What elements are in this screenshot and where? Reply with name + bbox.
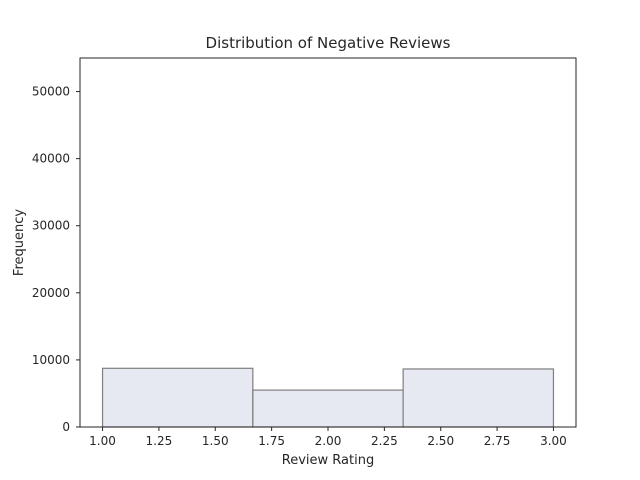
histogram-bar-2 [252,389,404,428]
x-tick-label: 2.00 [315,434,342,448]
y-tick-label: 20000 [32,286,70,300]
y-tick-label: 40000 [32,152,70,166]
x-tick-label: 1.00 [89,434,116,448]
x-tick-label: 2.75 [484,434,511,448]
y-ticks-layer: 0 10000 20000 30000 40000 50000 [32,85,80,434]
histogram-bar-3 [402,368,555,428]
x-tick-label: 1.50 [202,434,229,448]
x-tick-label: 3.00 [540,434,567,448]
y-axis-label: Frequency [12,209,27,276]
chart-title: Distribution of Negative Reviews [206,34,451,52]
x-tick-label: 1.25 [146,434,173,448]
x-axis-label: Review Rating [282,453,374,468]
x-tick-label: 1.75 [258,434,285,448]
x-tick-label: 2.25 [371,434,398,448]
histogram-bar-1 [101,367,254,428]
y-tick-label: 10000 [32,353,70,367]
y-tick-label: 30000 [32,219,70,233]
y-tick-label: 50000 [32,85,70,99]
y-tick-label: 0 [62,420,70,434]
x-tick-label: 2.50 [427,434,454,448]
x-ticks-layer: 1.00 1.25 1.50 1.75 2.00 2.25 2.50 2.75 3.00 [89,427,567,448]
bars-layer [101,367,555,428]
